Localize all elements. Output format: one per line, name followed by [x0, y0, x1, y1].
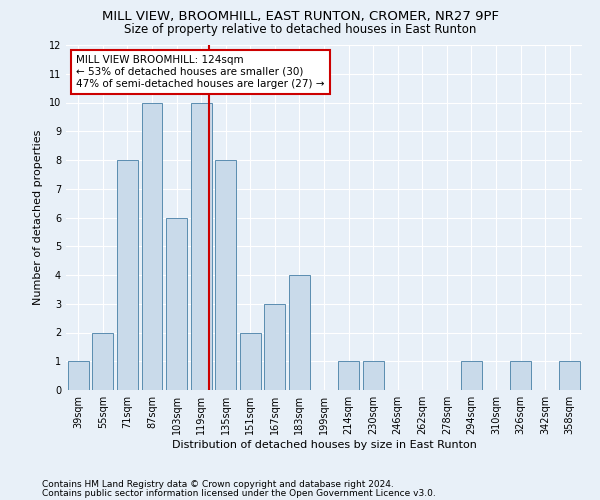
Bar — [362, 361, 383, 390]
Bar — [510, 361, 531, 390]
Bar — [68, 361, 89, 390]
Text: Contains HM Land Registry data © Crown copyright and database right 2024.: Contains HM Land Registry data © Crown c… — [42, 480, 394, 489]
Bar — [559, 361, 580, 390]
Bar — [265, 304, 286, 390]
Bar — [92, 332, 113, 390]
Bar — [289, 275, 310, 390]
Bar — [215, 160, 236, 390]
Text: Contains public sector information licensed under the Open Government Licence v3: Contains public sector information licen… — [42, 488, 436, 498]
Text: Size of property relative to detached houses in East Runton: Size of property relative to detached ho… — [124, 22, 476, 36]
Bar — [338, 361, 359, 390]
Bar — [191, 102, 212, 390]
Y-axis label: Number of detached properties: Number of detached properties — [33, 130, 43, 305]
Bar — [142, 102, 163, 390]
Bar — [166, 218, 187, 390]
Text: MILL VIEW, BROOMHILL, EAST RUNTON, CROMER, NR27 9PF: MILL VIEW, BROOMHILL, EAST RUNTON, CROME… — [101, 10, 499, 23]
Text: MILL VIEW BROOMHILL: 124sqm
← 53% of detached houses are smaller (30)
47% of sem: MILL VIEW BROOMHILL: 124sqm ← 53% of det… — [76, 56, 325, 88]
Bar — [461, 361, 482, 390]
Bar — [240, 332, 261, 390]
X-axis label: Distribution of detached houses by size in East Runton: Distribution of detached houses by size … — [172, 440, 476, 450]
Bar — [117, 160, 138, 390]
